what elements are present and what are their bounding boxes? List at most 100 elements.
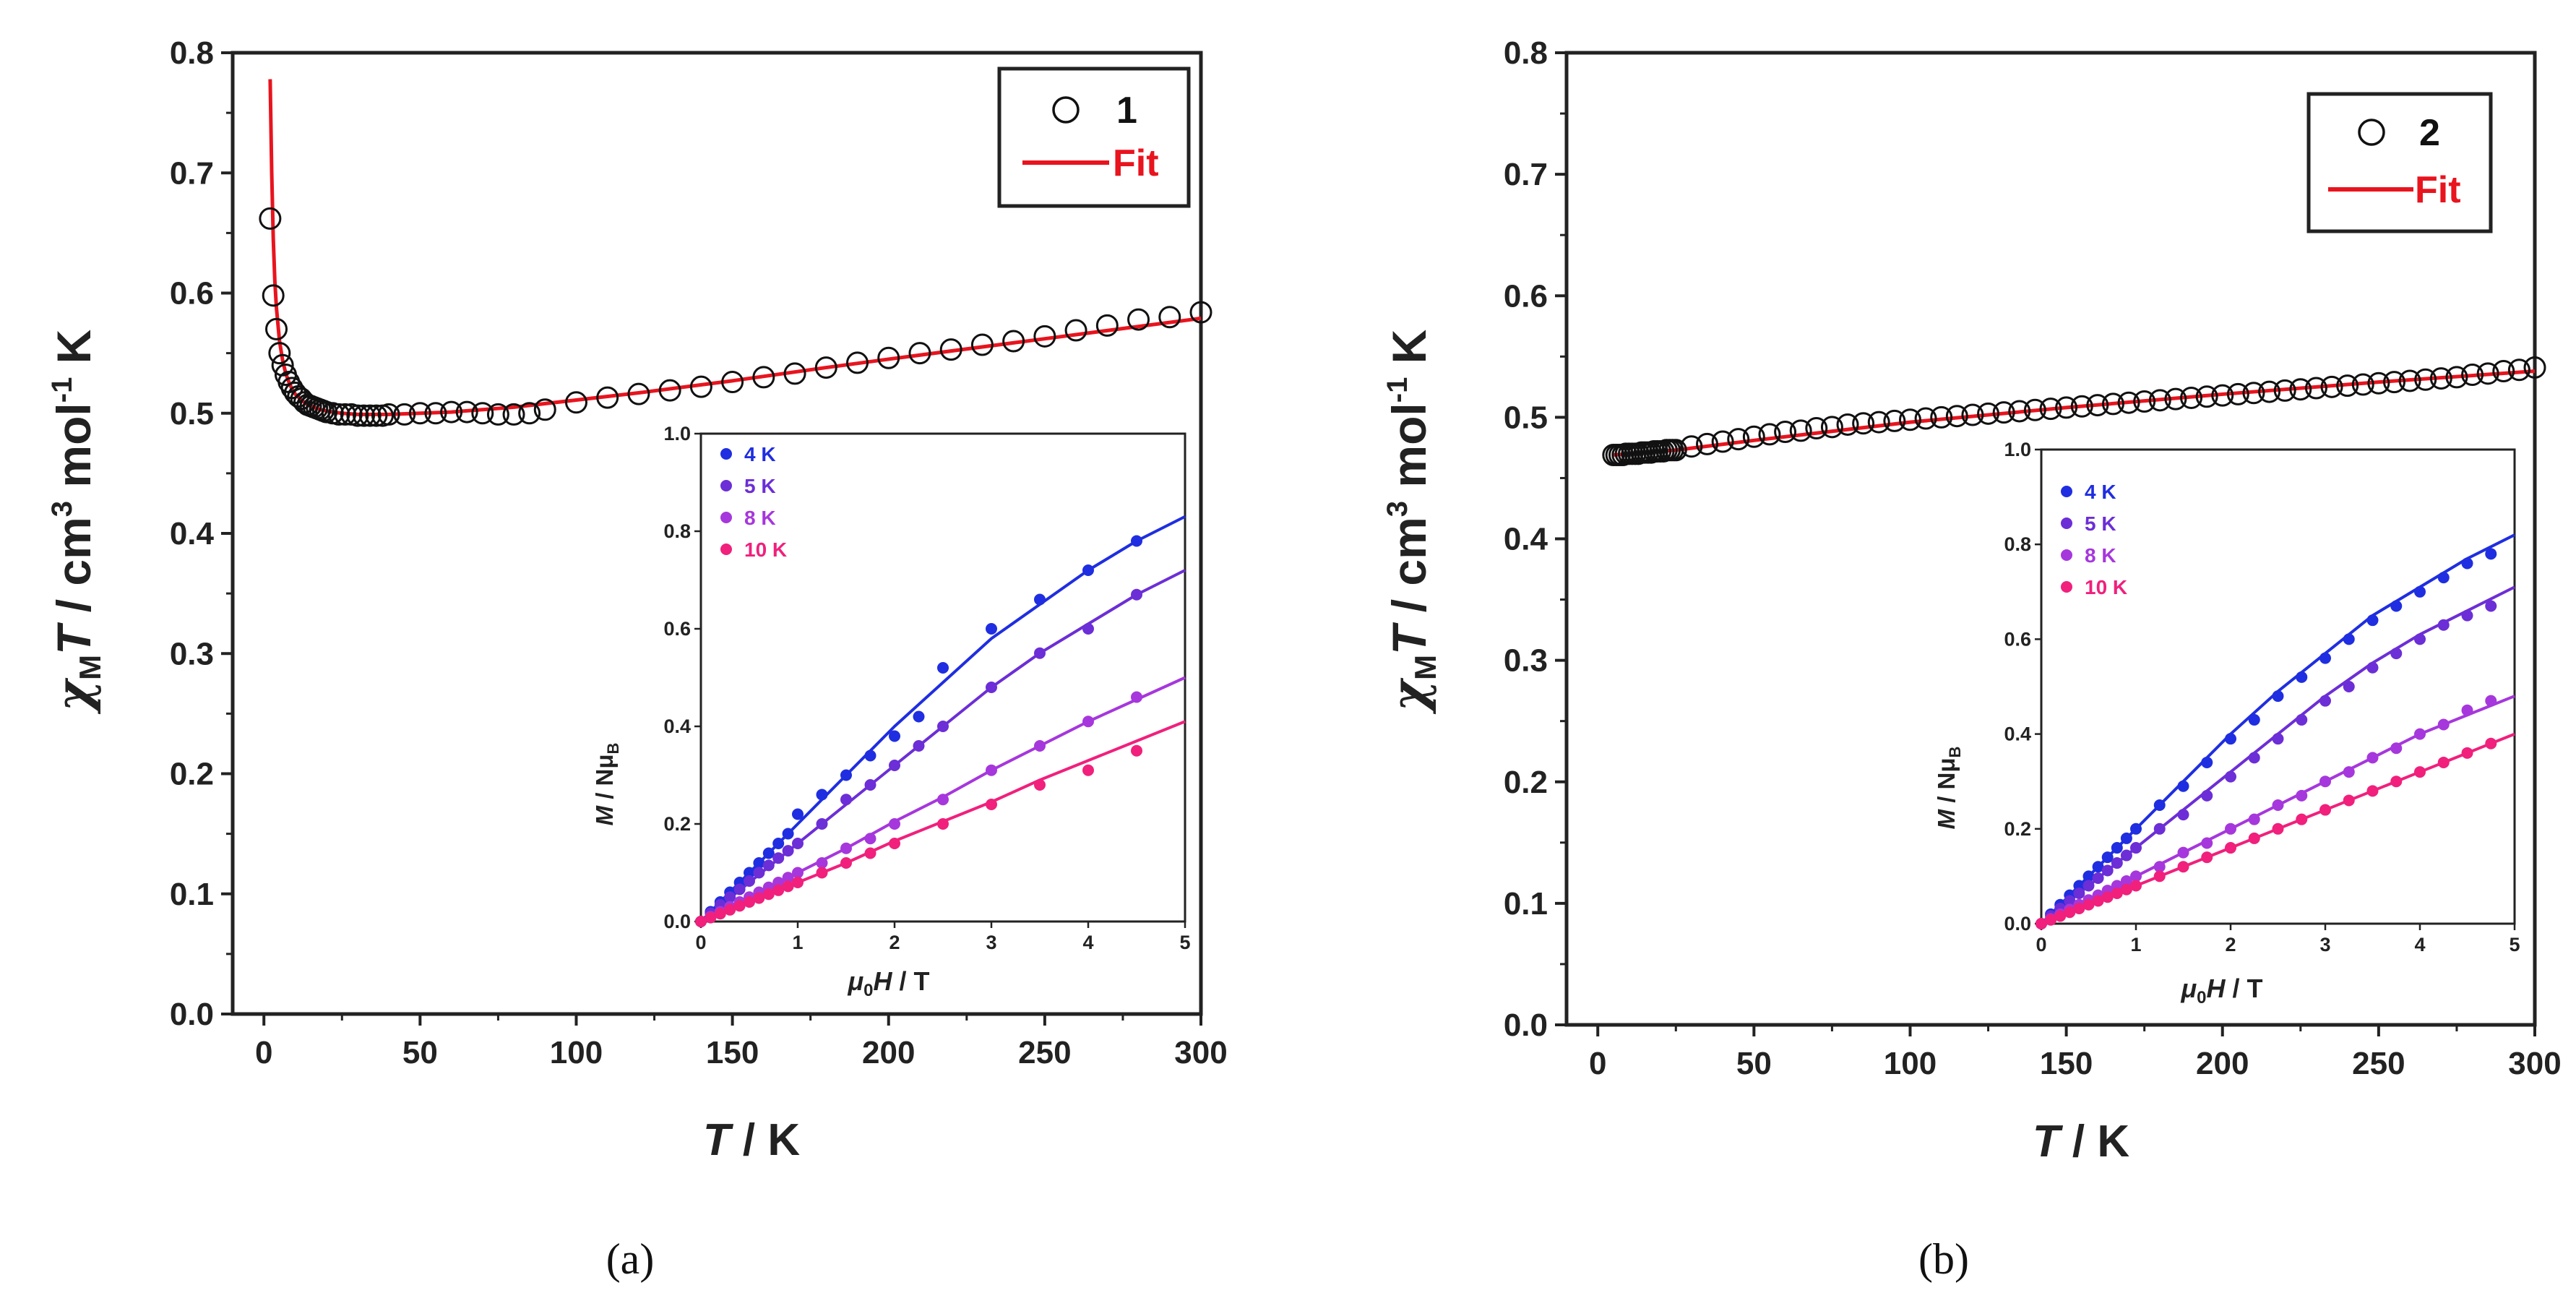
data-point bbox=[2289, 378, 2312, 401]
inset-data-point bbox=[2130, 822, 2142, 835]
data-point bbox=[2398, 369, 2421, 392]
inset-legend-label: 8 K bbox=[2085, 544, 2116, 567]
data-point bbox=[2211, 384, 2234, 407]
inset-data-point bbox=[840, 857, 852, 869]
inset-data-point bbox=[2177, 809, 2189, 821]
data-point bbox=[1002, 330, 1025, 353]
inset-data-point bbox=[724, 891, 736, 903]
data-point bbox=[334, 403, 357, 426]
inset-data-point bbox=[2201, 756, 2213, 768]
inset-data-point bbox=[792, 867, 804, 879]
data-point bbox=[1961, 403, 1984, 426]
inset-data-point bbox=[2366, 785, 2379, 797]
inset-data-point bbox=[1082, 764, 1094, 776]
inset-data-point bbox=[2177, 846, 2189, 859]
data-point bbox=[440, 400, 463, 424]
inset-data-point bbox=[840, 794, 852, 806]
legend-box bbox=[2306, 92, 2493, 233]
y-axis-label: χMT / cm3 mol-1 K bbox=[46, 329, 107, 714]
inset-data-point bbox=[2437, 572, 2450, 584]
data-point bbox=[455, 400, 478, 424]
inset-data-point bbox=[2414, 585, 2426, 598]
y-tick-label: 0.3 bbox=[170, 636, 214, 671]
data-point bbox=[2273, 379, 2296, 402]
inset-y-tick-label: 1.0 bbox=[2004, 439, 2031, 460]
x-tick-label: 300 bbox=[1174, 1035, 1227, 1070]
data-point bbox=[1774, 421, 1797, 444]
inset-y-tick-label: 0.0 bbox=[2004, 913, 2031, 935]
data-point bbox=[1867, 411, 1890, 434]
inset-data-point bbox=[2366, 614, 2379, 627]
inset-data-point bbox=[2414, 728, 2426, 740]
inset-y-tick-label: 0.4 bbox=[2004, 723, 2031, 745]
inset-x-tick-label: 1 bbox=[2130, 934, 2141, 955]
data-point bbox=[327, 403, 350, 426]
inset-data-point bbox=[733, 883, 746, 895]
inset-data-point bbox=[1034, 779, 1046, 791]
inset-x-tick-label: 0 bbox=[2036, 934, 2046, 955]
inset-data-point bbox=[1034, 647, 1046, 659]
inset-x-axis-label: μ0H / T bbox=[847, 966, 929, 1000]
inset-legend: 4 K 5 K 8 K 10 K bbox=[720, 443, 787, 561]
x-tick-label: 50 bbox=[402, 1035, 438, 1070]
x-tick-label: 200 bbox=[2196, 1046, 2249, 1081]
inset-data-point bbox=[2036, 918, 2047, 929]
data-point bbox=[2070, 395, 2093, 418]
inset-data-point bbox=[2248, 832, 2260, 844]
y-tick-label: 0.7 bbox=[170, 155, 214, 191]
inset-legend-label: 4 K bbox=[2085, 481, 2116, 503]
data-point bbox=[2117, 391, 2140, 414]
inset-data-point bbox=[2153, 822, 2166, 835]
inset-data-point bbox=[937, 794, 949, 806]
legend-label-data: 1 bbox=[1116, 90, 1137, 132]
inset-data-point bbox=[714, 908, 726, 920]
x-tick-label: 0 bbox=[255, 1035, 272, 1070]
inset-data-point bbox=[782, 828, 794, 840]
inset-x-tick-label: 5 bbox=[1179, 932, 1190, 953]
y-tick-label: 0.2 bbox=[170, 757, 214, 792]
data-point bbox=[502, 403, 525, 426]
x-tick-label: 150 bbox=[2040, 1046, 2093, 1081]
inset-data-point bbox=[2296, 713, 2308, 726]
inset-data-point bbox=[2045, 914, 2057, 926]
x-axis-label: T / K bbox=[2033, 1117, 2130, 1167]
data-point bbox=[2242, 382, 2265, 405]
inset-y-tick-label: 1.0 bbox=[663, 423, 691, 444]
inset-data-point bbox=[2390, 648, 2403, 660]
inset-data-point bbox=[2130, 880, 2142, 892]
inset-data-point bbox=[2101, 864, 2114, 877]
main-plot-frame bbox=[1564, 51, 2537, 1027]
y-tick-label: 0.5 bbox=[1504, 400, 1548, 435]
inset-data-point bbox=[2272, 733, 2284, 745]
inset-data-point bbox=[772, 852, 785, 864]
data-point bbox=[2445, 366, 2468, 389]
inset-legend-marker-icon bbox=[720, 480, 732, 491]
data-point bbox=[2367, 371, 2390, 395]
inset-data-point bbox=[937, 818, 949, 830]
inset-data-point bbox=[2082, 870, 2095, 882]
inset-data-point bbox=[816, 857, 828, 869]
inset-axis-ticks: 0.0 0.2 0.4 0.6 0.8 1.0 0 1 2 3 4 5 bbox=[663, 423, 1190, 953]
y-tick-label: 0.5 bbox=[170, 396, 214, 431]
y-tick-label: 0.6 bbox=[170, 276, 214, 312]
y-tick-label: 0.1 bbox=[1504, 886, 1548, 922]
inset-data-point bbox=[2343, 794, 2355, 807]
inset-data-point bbox=[986, 764, 997, 776]
inset-data-point bbox=[2319, 652, 2331, 664]
panel-b: 0.00.10.20.30.40.50.60.70.8 0 50 100 150 200… bbox=[1381, 35, 2562, 1283]
data-point bbox=[2055, 396, 2078, 419]
inset-data-point bbox=[2111, 857, 2123, 869]
inset-legend-label: 4 K bbox=[744, 443, 776, 465]
inset-data-points bbox=[2036, 548, 2497, 929]
inset-data-point bbox=[2177, 780, 2189, 792]
inset-data-point bbox=[2225, 822, 2236, 835]
data-point-series bbox=[1602, 356, 2546, 466]
inset-data-point bbox=[695, 916, 707, 927]
inset-data-point bbox=[840, 842, 852, 854]
inset-data-point bbox=[1131, 744, 1142, 757]
inset-data-point bbox=[2092, 872, 2104, 885]
inset-data-point bbox=[937, 662, 949, 674]
inset-data-point bbox=[2082, 898, 2095, 911]
inset-legend-marker-icon bbox=[2061, 517, 2072, 529]
data-point bbox=[2492, 359, 2515, 382]
